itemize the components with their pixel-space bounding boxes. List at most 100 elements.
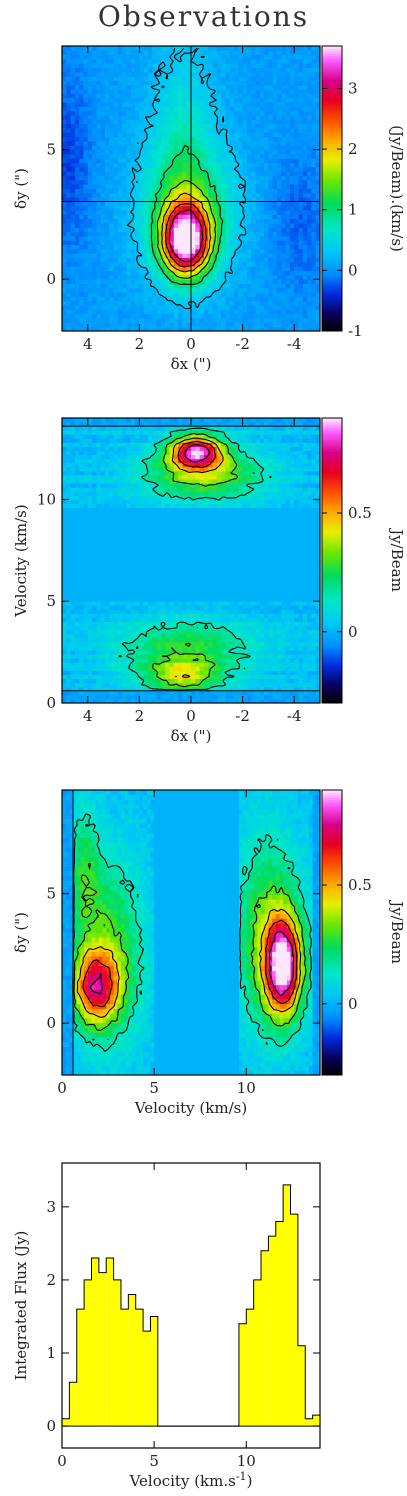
heatmap-cell [186, 58, 192, 64]
heatmap-cell [238, 97, 243, 103]
heatmap-cell [221, 188, 226, 194]
heatmap-cell [251, 141, 256, 146]
heatmap-cell [139, 102, 145, 107]
heatmap-cell [152, 309, 157, 315]
heatmap-cell [182, 84, 188, 90]
heatmap-cell [264, 153, 269, 159]
heatmap-cell [212, 123, 218, 129]
heatmap-cell [259, 192, 265, 198]
heatmap-cell [66, 188, 71, 194]
heatmap-cell [74, 257, 80, 263]
heatmap-cell [130, 141, 136, 146]
heatmap-cell [264, 240, 269, 246]
heatmap-cell [139, 266, 145, 271]
heatmap-cell [311, 694, 317, 700]
heatmap-cell [268, 244, 274, 250]
heatmap-cell [74, 63, 80, 68]
heatmap-cell [259, 257, 265, 263]
heatmap-cell [122, 678, 127, 684]
heatmap-cell [302, 248, 308, 254]
heatmap-cell [100, 171, 106, 176]
heatmap-cell [105, 326, 110, 332]
heatmap-cell [294, 698, 299, 704]
heatmap-cell [246, 287, 252, 293]
heatmap-cell [130, 686, 136, 692]
heatmap-cell [79, 123, 84, 129]
heatmap-cell [216, 690, 222, 696]
heatmap-cell [165, 227, 170, 233]
heatmap-cell [92, 106, 97, 112]
heatmap-cell [238, 205, 243, 211]
heatmap-cell [208, 650, 213, 655]
heatmap-cell [212, 71, 218, 77]
heatmap-cell [191, 149, 196, 155]
heatmap-cell [199, 184, 205, 189]
colorbar-cell [322, 309, 342, 313]
heatmap-cell [199, 236, 205, 241]
heatmap-cell [70, 218, 76, 224]
heatmap-cell [152, 115, 157, 120]
heatmap-cell [126, 71, 132, 77]
heatmap-cell [70, 296, 76, 302]
heatmap-cell [70, 678, 76, 684]
heatmap-cell [109, 270, 114, 276]
heatmap-cell [62, 153, 67, 159]
heatmap-cell [143, 236, 149, 241]
heatmap-cell [160, 227, 166, 233]
heatmap-cell [242, 201, 248, 207]
heatmap-cell [191, 145, 196, 151]
heatmap-cell [74, 205, 80, 211]
heatmap-cell [307, 123, 312, 129]
heatmap-cell [152, 231, 157, 237]
heatmap-cell [272, 678, 278, 684]
heatmap-cell [135, 84, 140, 90]
heatmap-cell [160, 54, 166, 60]
heatmap-cell [182, 261, 188, 267]
heatmap-cell [272, 266, 278, 271]
heatmap-cell [92, 149, 97, 155]
heatmap-cell [294, 670, 299, 675]
heatmap-cell [311, 326, 317, 332]
heatmap-cell [66, 110, 71, 116]
heatmap-cell [74, 67, 80, 73]
heatmap-cell [268, 188, 274, 194]
heatmap-cell [255, 171, 261, 176]
heatmap-cell [79, 175, 84, 181]
heatmap-cell [315, 89, 321, 94]
heatmap-cell [126, 136, 132, 142]
heatmap-cell [281, 309, 286, 315]
heatmap-cell [229, 326, 235, 332]
heatmap-cell [173, 102, 179, 107]
heatmap-cell [62, 248, 67, 254]
heatmap-cell [251, 674, 256, 679]
heatmap-cell [92, 188, 97, 194]
heatmap-cell [298, 214, 304, 220]
heatmap-cell [302, 318, 308, 323]
heatmap-cell [272, 166, 278, 172]
heatmap-cell [74, 658, 80, 663]
heatmap-cell [302, 253, 308, 258]
heatmap-cell [246, 646, 252, 651]
heatmap-cell [199, 287, 205, 293]
heatmap-cell [62, 287, 67, 293]
heatmap-cell [302, 119, 308, 125]
heatmap-cell [117, 240, 123, 246]
heatmap-cell [117, 184, 123, 189]
heatmap-cell [277, 201, 282, 207]
heatmap-cell [92, 313, 97, 319]
heatmap-cell [272, 136, 278, 142]
heatmap-cell [289, 158, 295, 163]
heatmap-cell [66, 296, 71, 302]
heatmap-cell [165, 666, 170, 671]
heatmap-cell [285, 248, 291, 254]
heatmap-cell [148, 261, 153, 267]
heatmap-cell [156, 682, 162, 688]
heatmap-cell [62, 89, 67, 94]
heatmap-cell [272, 261, 278, 267]
heatmap-cell [285, 279, 291, 284]
heatmap-cell [208, 313, 213, 319]
heatmap-cell [70, 300, 76, 306]
heatmap-cell [212, 287, 218, 293]
heatmap-cell [307, 309, 312, 315]
heatmap-cell [66, 171, 71, 176]
